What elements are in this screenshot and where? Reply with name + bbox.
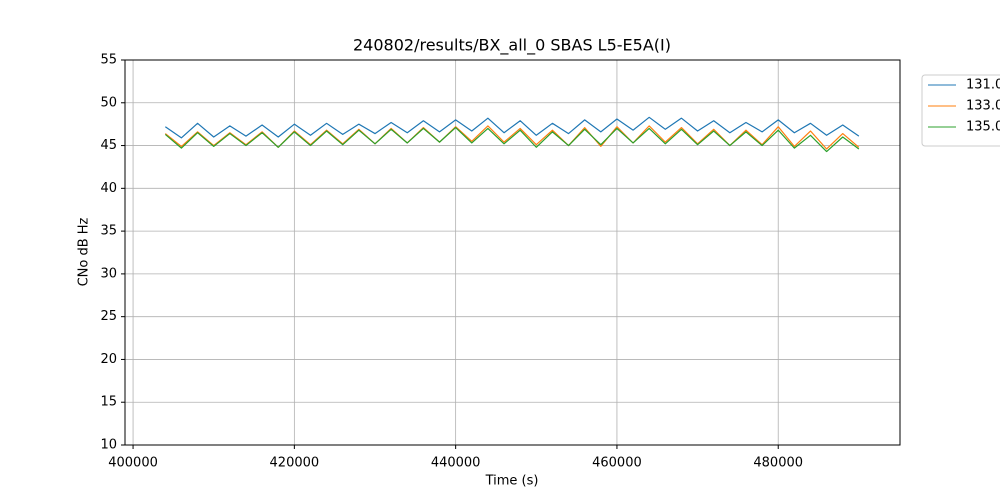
plot-area: [164, 116, 860, 153]
legend: 131.0 133.0 135.0: [921, 74, 1000, 147]
y-tick-label: 50: [100, 95, 117, 110]
legend-label: 135.0: [966, 120, 1000, 135]
legend-box: [921, 74, 1000, 147]
data-line: [164, 116, 860, 139]
chart-title: 240802/results/BX_all_0 SBAS L5-E5A(I): [353, 36, 671, 56]
x-tick-label: 420000: [270, 456, 320, 471]
x-tick-label: 460000: [592, 456, 642, 471]
data-line: [164, 126, 860, 153]
y-tick-label: 35: [100, 224, 117, 239]
y-tick-label: 20: [100, 352, 117, 367]
legend-label: 133.0: [966, 99, 1000, 114]
x-tick-label: 400000: [108, 456, 158, 471]
x-axis-label: Time (s): [485, 474, 539, 489]
y-tick-label: 15: [100, 395, 117, 410]
y-tick-label: 25: [100, 309, 117, 324]
legend-label: 131.0: [966, 78, 1000, 93]
y-tick-label: 45: [100, 138, 117, 153]
x-tick-label: 480000: [753, 456, 803, 471]
y-tick-label: 55: [100, 53, 117, 68]
y-tick-label: 40: [100, 181, 117, 196]
y-axis-label: CNo dB Hz: [77, 217, 92, 286]
y-tick-label: 30: [100, 266, 117, 281]
y-tick-label: 10: [100, 438, 117, 453]
axes-frame: [124, 59, 901, 446]
x-tick-label: 440000: [431, 456, 481, 471]
